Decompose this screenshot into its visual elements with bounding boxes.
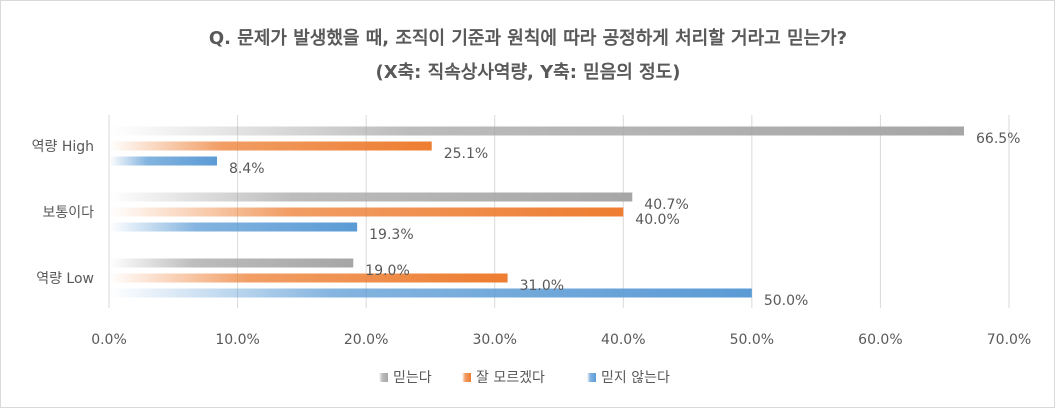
data-label: 19.0% <box>365 263 409 279</box>
data-labels: 66.5% 25.1% 8.4% 40.7%40.0% 19.3% 19.0% 31.0% 5… <box>229 131 1020 309</box>
bars <box>109 126 964 298</box>
category-label: 역량 High <box>32 139 94 155</box>
bar <box>109 156 217 166</box>
x-tick-label: 0.0% <box>91 332 127 348</box>
legend-label: 잘 모르겠다 <box>476 370 545 386</box>
data-label: 8.4% <box>229 161 265 177</box>
data-label: 31.0% <box>520 278 564 294</box>
legend: 믿는다 잘 모르겠다 믿지 않는다 <box>379 370 670 386</box>
bar <box>109 288 752 298</box>
bar <box>109 207 624 217</box>
legend-swatch <box>379 373 388 382</box>
data-label: 40.0% <box>635 212 679 228</box>
chart-subtitle: (X축: 직속상사역량, Y축: 믿음의 정도) <box>376 62 681 83</box>
bar <box>109 222 358 232</box>
chart-title: Q. 문제가 발생했을 때, 조직이 기준과 원칙에 따라 공정하게 처리할 거… <box>209 27 847 49</box>
data-label: 19.3% <box>369 227 413 243</box>
data-label: 66.5% <box>976 131 1020 147</box>
bar <box>109 126 964 136</box>
x-tick-label: 70.0% <box>987 332 1031 348</box>
category-label: 역량 Low <box>36 271 94 287</box>
x-tick-label: 50.0% <box>730 332 774 348</box>
legend-label: 믿지 않는다 <box>601 370 670 386</box>
x-tick-labels: 0.0% 10.0% 20.0% 30.0% 40.0% 50.0% 60.0% 70.0% <box>91 332 1031 348</box>
x-tick-label: 30.0% <box>472 332 516 348</box>
bar <box>109 192 633 202</box>
legend-label: 믿는다 <box>393 370 432 386</box>
x-tick-label: 60.0% <box>858 332 902 348</box>
bar <box>109 141 432 151</box>
x-tick-label: 10.0% <box>215 332 259 348</box>
bar <box>109 273 508 283</box>
legend-swatch <box>587 373 596 382</box>
x-tick-label: 40.0% <box>601 332 645 348</box>
category-label: 보통이다 <box>42 205 94 221</box>
legend-swatch <box>462 373 471 382</box>
data-label: 50.0% <box>764 293 808 309</box>
x-tick-label: 20.0% <box>344 332 388 348</box>
bar <box>109 258 354 268</box>
data-label: 40.7% <box>644 197 688 213</box>
data-label: 25.1% <box>444 146 488 162</box>
